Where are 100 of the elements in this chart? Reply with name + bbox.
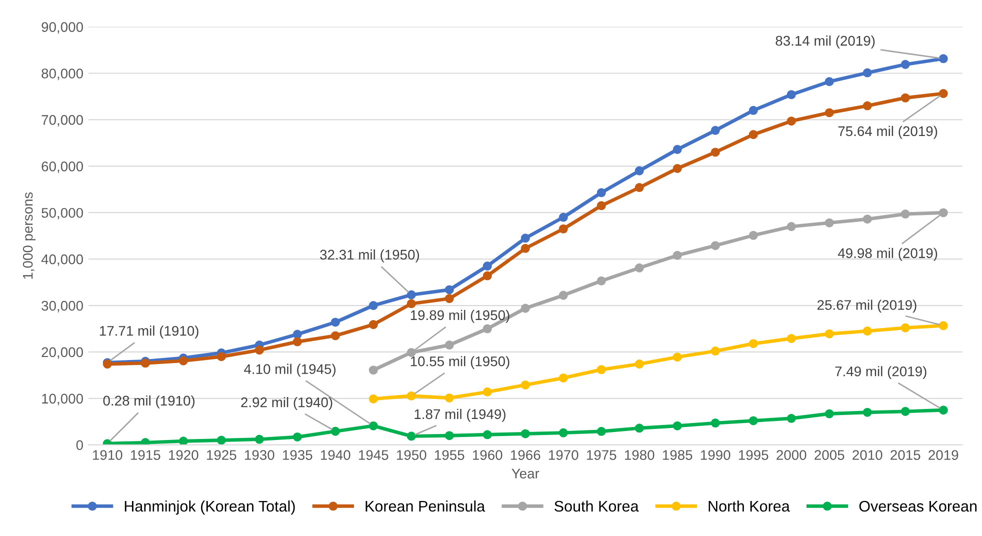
x-tick-label: 1915 — [130, 450, 160, 460]
point — [862, 68, 872, 78]
point — [596, 276, 606, 286]
point — [596, 426, 606, 436]
point — [444, 393, 454, 402]
x-tick-label: 1920 — [168, 450, 198, 460]
y-tick-label: 50,000 — [42, 208, 83, 220]
point — [900, 93, 910, 102]
y-tick-label: 30,000 — [42, 300, 83, 312]
point — [634, 360, 644, 369]
point — [406, 290, 416, 300]
point — [330, 331, 340, 340]
point — [938, 208, 948, 218]
annotation: 25.67 mil (2019) — [817, 300, 916, 313]
point — [634, 166, 644, 176]
point — [862, 214, 872, 224]
point — [786, 414, 796, 423]
point — [900, 323, 910, 332]
point — [938, 54, 948, 64]
point — [672, 421, 682, 430]
point — [786, 90, 796, 100]
point — [254, 434, 264, 444]
annotation: 19.89 mil (1950) — [410, 310, 510, 323]
point — [330, 318, 340, 327]
y-axis-title: 1,000 persons — [22, 192, 36, 279]
x-tick-label: 1940 — [320, 450, 350, 460]
point — [786, 222, 796, 232]
point — [938, 321, 948, 330]
point — [824, 77, 834, 86]
x-tick-label: 1930 — [244, 450, 274, 460]
point — [634, 263, 644, 272]
x-tick-label: 2005 — [814, 450, 844, 460]
point — [672, 144, 682, 154]
point — [824, 218, 834, 228]
x-axis-title: Year — [512, 468, 540, 478]
point — [520, 234, 530, 243]
point — [444, 340, 454, 350]
point — [938, 406, 948, 415]
point — [824, 329, 834, 338]
legend-label: Overseas Korean — [859, 500, 977, 512]
x-tick-label: 1966 — [510, 450, 540, 460]
point — [938, 88, 948, 98]
x-tick-label: 1925 — [206, 450, 236, 460]
point — [292, 432, 302, 442]
legend-label: South Korea — [554, 500, 639, 512]
point — [862, 326, 872, 336]
point — [140, 438, 150, 445]
x-tick-label: 2010 — [852, 450, 882, 460]
point — [558, 224, 568, 234]
point — [292, 337, 302, 346]
y-tick-label: 70,000 — [42, 115, 83, 127]
point — [368, 301, 378, 310]
annotation: 2.92 mil (1940) — [241, 397, 332, 410]
point — [710, 148, 720, 157]
point — [482, 262, 492, 271]
point — [482, 271, 492, 280]
point — [634, 183, 644, 192]
x-tick-label: 2000 — [776, 450, 806, 460]
x-tick-label: 1935 — [282, 450, 312, 460]
point — [748, 106, 758, 115]
x-tick-label: 1945 — [358, 450, 388, 460]
point — [634, 424, 644, 433]
annotation: 75.64 mil (2019) — [838, 126, 938, 139]
point — [900, 406, 910, 416]
point — [368, 366, 378, 375]
point — [444, 294, 454, 304]
point — [292, 330, 302, 339]
point — [216, 436, 226, 445]
x-tick-label: 2015 — [890, 450, 920, 460]
x-tick-label: 1990 — [700, 450, 730, 460]
annotation: 10.55 mil (1950) — [410, 356, 510, 370]
point — [672, 352, 682, 362]
y-tick-label: 40,000 — [41, 254, 83, 266]
point — [748, 230, 758, 240]
legend-label: Korean Peninsula — [366, 500, 486, 512]
point — [178, 436, 188, 445]
point — [254, 346, 264, 355]
point — [672, 250, 682, 260]
y-tick-label: 20,000 — [42, 347, 83, 359]
x-tick-label: 1975 — [586, 450, 616, 460]
y-tick-label: 60,000 — [42, 161, 83, 173]
point — [178, 356, 188, 366]
annotation: 83.14 mil (2019) — [776, 36, 875, 48]
point — [748, 339, 758, 348]
point — [330, 426, 340, 436]
point — [596, 365, 606, 374]
point — [786, 334, 796, 344]
legend-label: North Korea — [708, 500, 790, 512]
point — [520, 304, 530, 313]
point — [900, 209, 910, 219]
x-tick-label: 1955 — [434, 450, 464, 460]
y-tick-label: 0 — [76, 440, 83, 450]
point — [444, 431, 454, 440]
x-tick-label: 1950 — [396, 450, 426, 460]
point — [482, 430, 492, 440]
x-tick-label: 1985 — [662, 450, 692, 460]
x-tick-label: 2019 — [928, 450, 958, 460]
point — [558, 212, 568, 222]
point — [748, 416, 758, 426]
point — [216, 352, 226, 362]
